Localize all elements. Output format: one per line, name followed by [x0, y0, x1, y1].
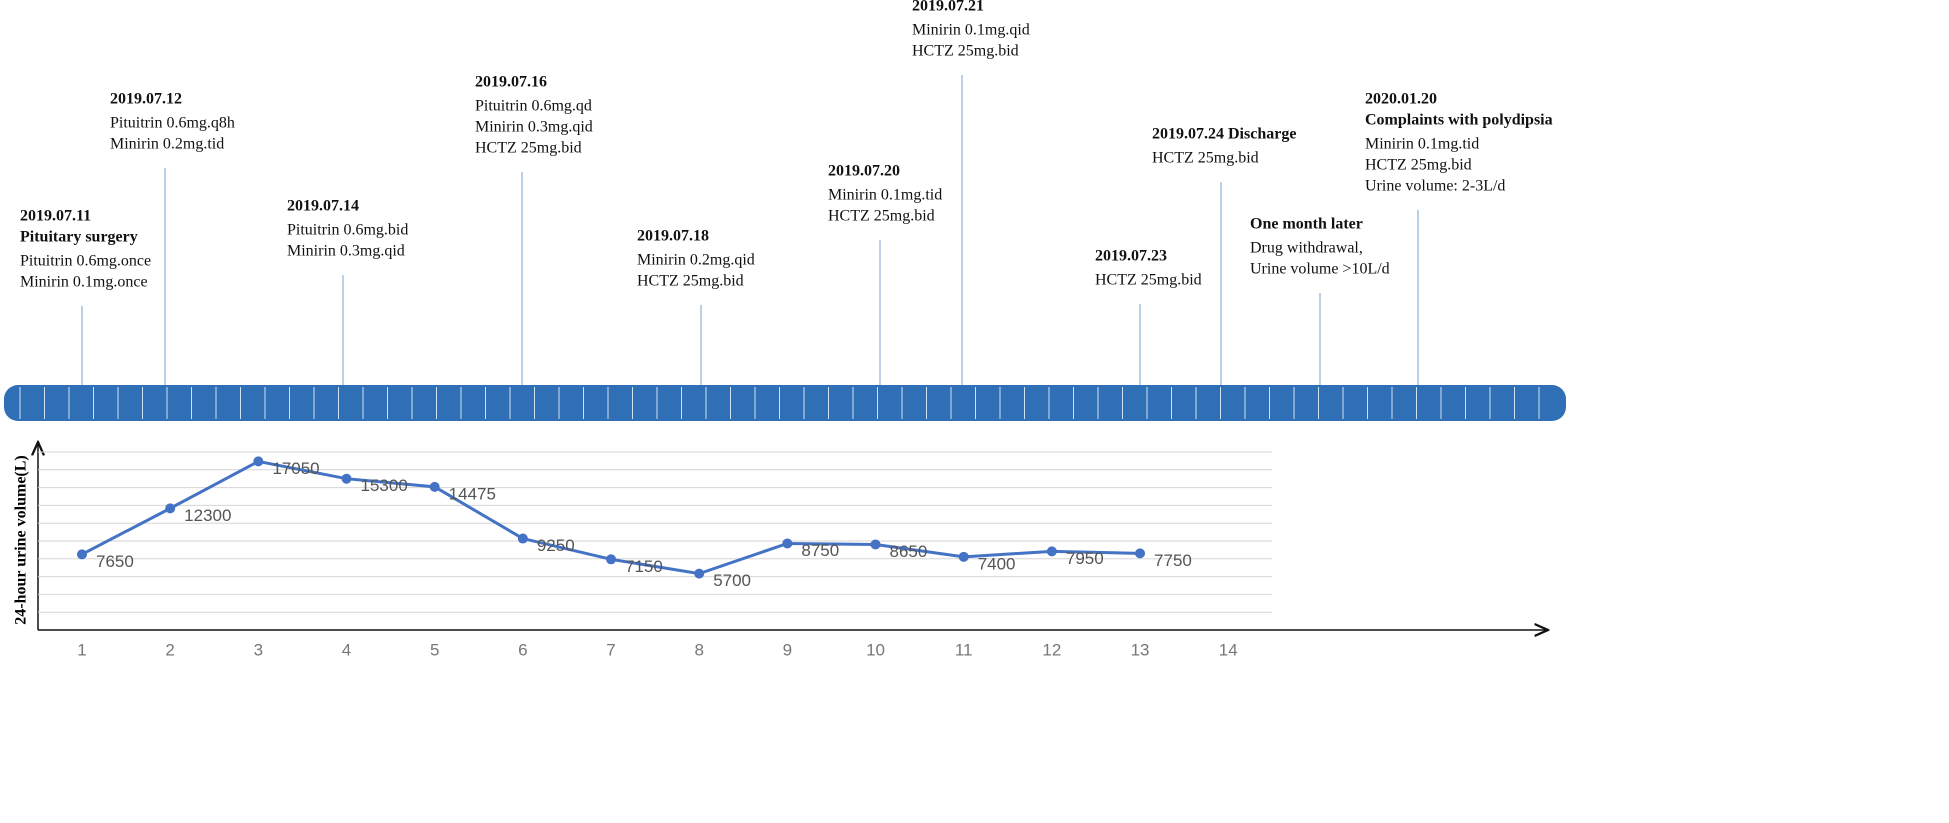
event-heading: 2019.07.18: [637, 227, 709, 244]
event-detail: HCTZ 25mg.bid: [1152, 149, 1259, 166]
event-heading: 2019.07.23: [1095, 247, 1167, 264]
event-heading: Pituitary surgery: [20, 228, 138, 245]
event-detail: HCTZ 25mg.bid: [1365, 156, 1472, 173]
data-point: [606, 554, 617, 565]
data-point: [77, 549, 87, 560]
event-heading: 2019.07.12: [110, 90, 182, 107]
event-detail: Minirin 0.1mg.tid: [828, 186, 942, 203]
x-tick-label: 2: [165, 640, 174, 659]
data-label: 8650: [890, 542, 928, 561]
x-tick-label: 10: [866, 640, 885, 659]
data-label: 8750: [801, 541, 839, 560]
data-point: [429, 481, 440, 492]
event-heading: 2020.01.20: [1365, 90, 1437, 107]
timeline-ticks: [19, 387, 1540, 419]
event-detail: HCTZ 25mg.bid: [828, 207, 935, 224]
event-detail: HCTZ 25mg.bid: [637, 272, 744, 289]
data-label: 5700: [713, 571, 751, 590]
x-tick-label: 12: [1042, 640, 1061, 659]
data-label: 7950: [1066, 549, 1104, 568]
event-detail: Minirin 0.3mg.qid: [287, 242, 405, 259]
event-heading: 2019.07.24 Discharge: [1152, 125, 1296, 142]
x-tick-label: 5: [430, 640, 439, 659]
x-tick-label: 6: [518, 640, 527, 659]
event-detail: Minirin 0.2mg.qid: [637, 251, 755, 268]
data-point: [782, 538, 793, 549]
data-point: [958, 551, 969, 562]
data-label: 17050: [272, 459, 319, 478]
data-point: [341, 473, 352, 484]
data-point: [1135, 548, 1146, 559]
event-detail: Drug withdrawal,: [1250, 239, 1363, 256]
event-detail: Urine volume: 2-3L/d: [1365, 177, 1505, 194]
data-point: [694, 568, 705, 579]
y-axis-label: 24-hour urine volume(L): [13, 455, 30, 624]
x-tick-label: 9: [783, 640, 792, 659]
event-heading: 2019.07.14: [287, 197, 359, 214]
event-detail: Minirin 0.3mg.qid: [475, 118, 593, 135]
x-tick-label: 1: [77, 640, 86, 659]
event-heading: 2019.07.16: [475, 73, 547, 90]
data-point: [517, 533, 528, 544]
x-tick-label: 7: [606, 640, 615, 659]
event-heading: Complaints with polydipsia: [1365, 111, 1553, 128]
event-detail: HCTZ 25mg.bid: [475, 139, 582, 156]
event-detail: Pituitrin 0.6mg.bid: [287, 221, 408, 238]
event-detail: Pituitrin 0.6mg.q8h: [110, 114, 235, 131]
data-point: [165, 503, 176, 514]
event-heading: 2019.07.20: [828, 162, 900, 179]
data-label: 7150: [625, 557, 663, 576]
data-label: 9250: [537, 536, 575, 555]
event-detail: HCTZ 25mg.bid: [1095, 271, 1202, 288]
x-tick-label: 4: [342, 640, 351, 659]
event-detail: HCTZ 25mg.bid: [912, 42, 1019, 59]
data-label: 15300: [361, 476, 408, 495]
data-label: 12300: [184, 506, 231, 525]
x-tick-label: 3: [254, 640, 263, 659]
event-heading: 2019.07.21: [912, 0, 984, 14]
data-label: 7400: [978, 554, 1016, 573]
data-point: [253, 456, 264, 467]
data-point: [1046, 546, 1057, 557]
event-heading: One month later: [1250, 215, 1363, 232]
event-detail: Pituitrin 0.6mg.qd: [475, 97, 592, 114]
x-tick-label: 11: [955, 640, 973, 659]
x-tick-label: 13: [1131, 640, 1150, 659]
event-detail: Minirin 0.1mg.once: [20, 273, 148, 290]
x-tick-label: 14: [1219, 640, 1238, 659]
event-detail: Minirin 0.2mg.tid: [110, 135, 224, 152]
data-label: 7750: [1154, 551, 1192, 570]
data-label: 14475: [449, 484, 496, 503]
event-detail: Pituitrin 0.6mg.once: [20, 252, 151, 269]
data-label: 7650: [96, 552, 134, 571]
timeline-bar: [4, 385, 1566, 421]
x-tick-label: 8: [694, 640, 703, 659]
event-heading: 2019.07.11: [20, 207, 91, 224]
data-point: [870, 539, 881, 550]
event-detail: Minirin 0.1mg.qid: [912, 21, 1030, 38]
event-detail: Urine volume >10L/d: [1250, 260, 1390, 277]
event-detail: Minirin 0.1mg.tid: [1365, 135, 1479, 152]
